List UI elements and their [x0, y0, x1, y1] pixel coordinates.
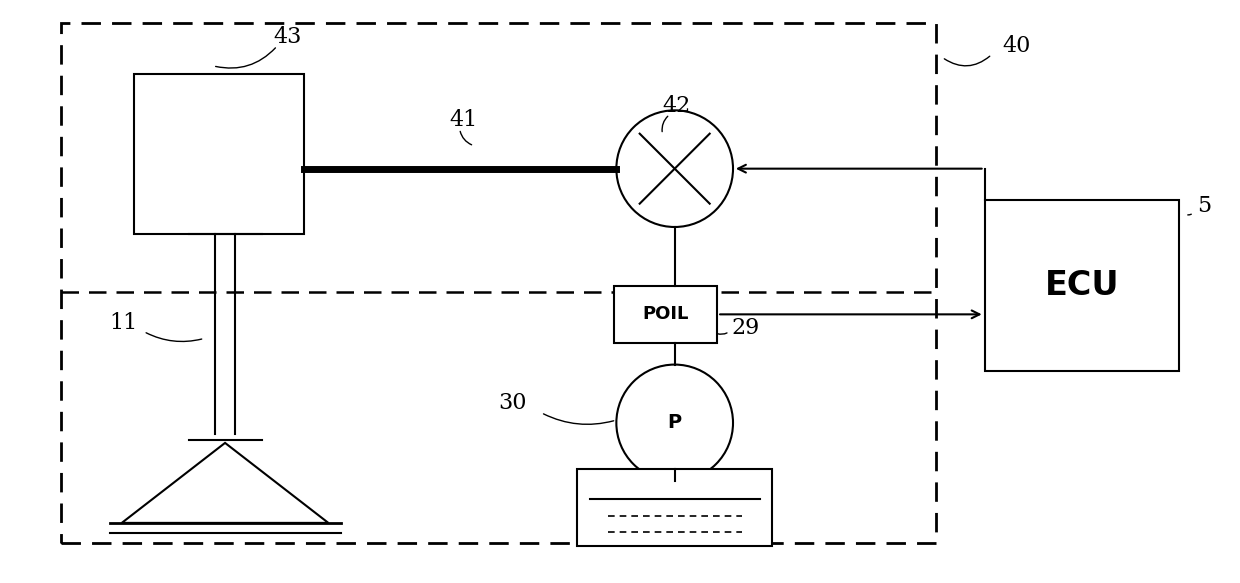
Text: 29: 29	[732, 317, 760, 339]
Ellipse shape	[616, 110, 733, 227]
Ellipse shape	[616, 364, 733, 481]
Text: 30: 30	[498, 392, 527, 413]
Bar	[985, 200, 1179, 371]
Text: 43: 43	[274, 26, 303, 48]
Text: 40: 40	[1003, 34, 1032, 57]
Text: 42: 42	[662, 94, 691, 117]
Bar	[134, 75, 304, 234]
Text: ECU: ECU	[1044, 269, 1118, 303]
Bar	[61, 23, 936, 543]
Bar	[614, 286, 717, 343]
Text: P: P	[667, 413, 682, 433]
Text: 5: 5	[1197, 195, 1211, 216]
Text: 41: 41	[450, 109, 479, 131]
Text: 11: 11	[109, 312, 138, 333]
Bar	[578, 469, 771, 546]
Text: POIL: POIL	[642, 305, 688, 324]
